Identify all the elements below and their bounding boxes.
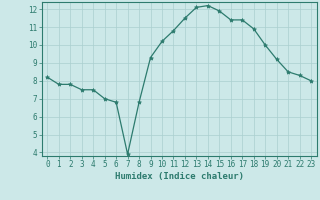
X-axis label: Humidex (Indice chaleur): Humidex (Indice chaleur) <box>115 172 244 181</box>
